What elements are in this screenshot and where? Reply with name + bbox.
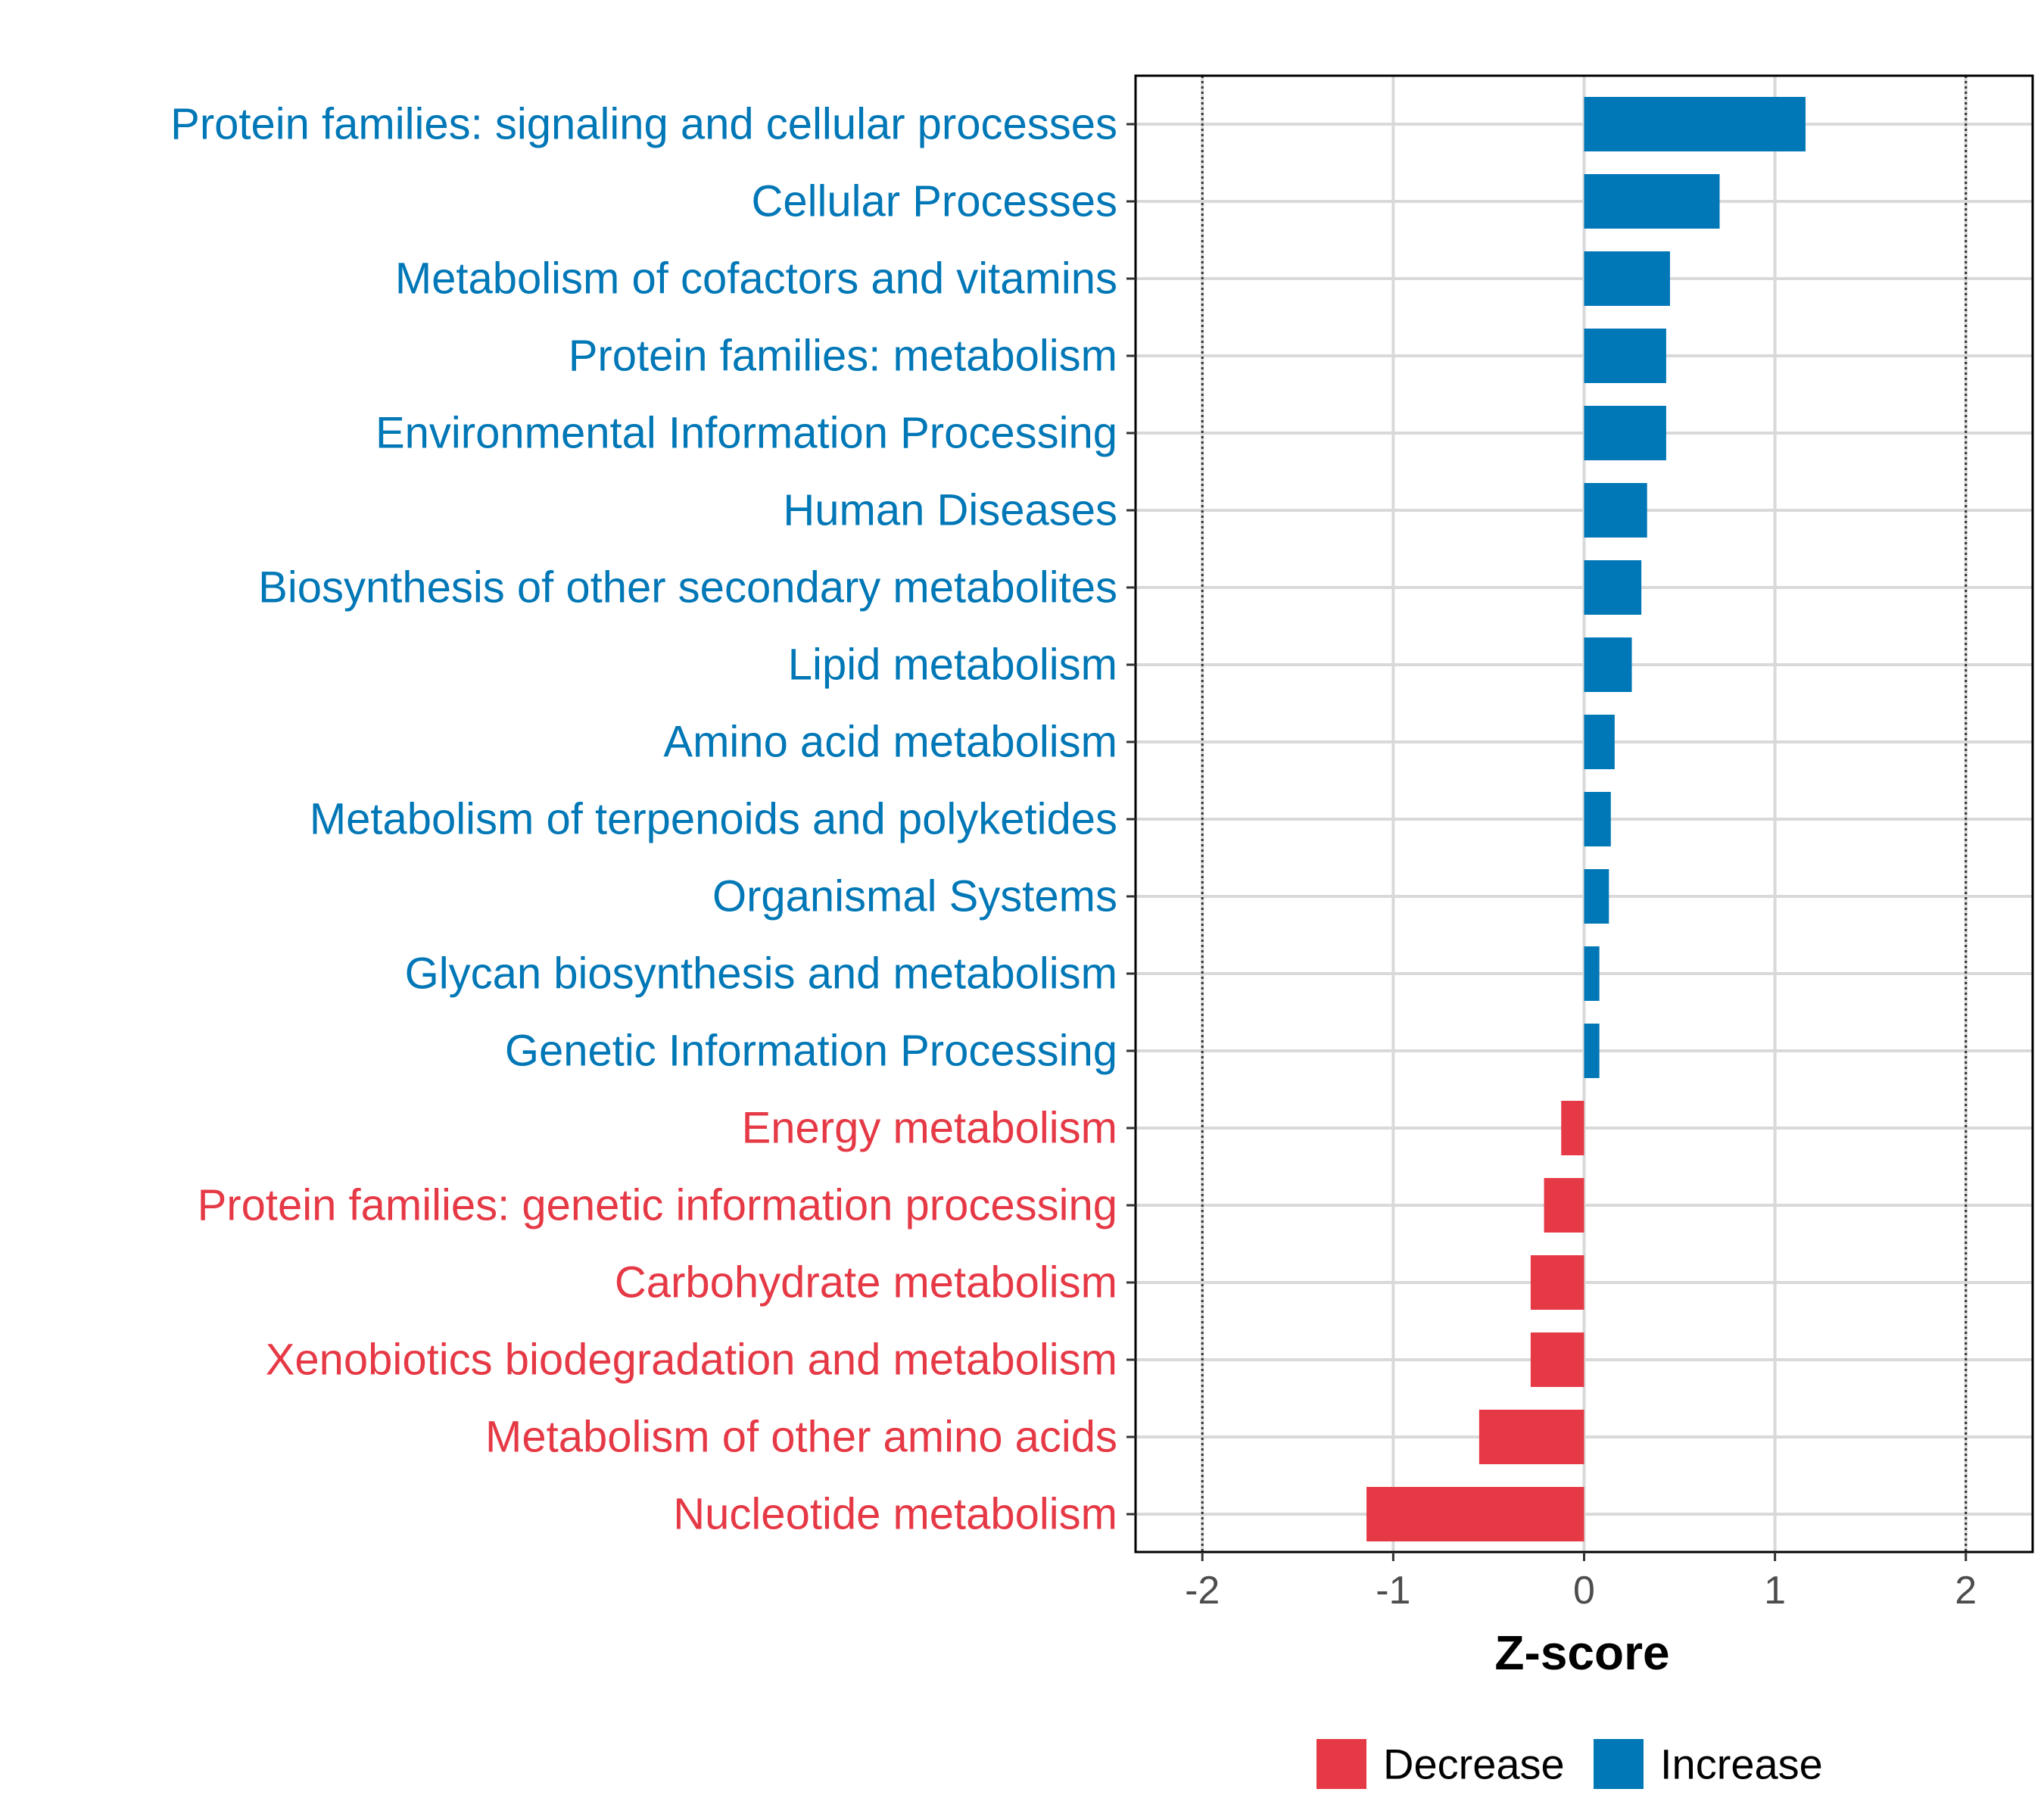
bar xyxy=(1584,406,1666,460)
category-label: Carbohydrate metabolism xyxy=(615,1258,1117,1307)
bar xyxy=(1584,715,1615,769)
category-label: Lipid metabolism xyxy=(788,640,1117,690)
bar xyxy=(1584,869,1609,924)
x-axis-tick-labels: -2 -1 0 1 2 xyxy=(1185,1569,1977,1613)
category-label: Protein families: genetic information pr… xyxy=(198,1181,1117,1230)
reference-lines xyxy=(1201,76,1968,1552)
bar xyxy=(1530,1255,1584,1310)
bar xyxy=(1584,637,1632,692)
category-label: Organismal Systems xyxy=(712,872,1117,921)
x-axis-title: Z-score xyxy=(1494,1625,1669,1680)
bar xyxy=(1584,946,1600,1001)
category-label: Amino acid metabolism xyxy=(663,718,1117,767)
category-label: Metabolism of terpenoids and polyketides xyxy=(310,795,1117,844)
bar xyxy=(1561,1101,1584,1155)
legend-label: Increase xyxy=(1660,1741,1823,1788)
bar xyxy=(1584,1024,1600,1078)
category-label: Protein families: metabolism xyxy=(569,332,1117,381)
bar xyxy=(1584,329,1666,383)
category-label: Genetic Information Processing xyxy=(505,1027,1117,1076)
bar xyxy=(1584,251,1670,306)
category-label: Glycan biosynthesis and metabolism xyxy=(405,949,1117,999)
bars xyxy=(1366,97,1806,1541)
category-label: Cellular Processes xyxy=(751,177,1117,226)
y-axis-ticks xyxy=(1126,123,1136,1516)
legend-swatch xyxy=(1316,1739,1366,1789)
legend: Decrease Increase xyxy=(1316,1739,1823,1789)
x-tick-label: 1 xyxy=(1764,1569,1786,1613)
bar xyxy=(1584,483,1647,538)
category-label: Human Diseases xyxy=(783,486,1117,535)
bar xyxy=(1584,792,1611,846)
bar xyxy=(1584,174,1720,229)
x-tick-label: 0 xyxy=(1573,1569,1595,1613)
bar xyxy=(1584,560,1642,615)
category-label: Metabolism of cofactors and vitamins xyxy=(395,254,1117,304)
x-tick-label: -1 xyxy=(1376,1569,1410,1613)
x-tick-label: 2 xyxy=(1955,1569,1977,1613)
bar xyxy=(1544,1178,1584,1233)
bar xyxy=(1366,1487,1584,1541)
bar xyxy=(1530,1332,1584,1387)
category-label: Protein families: signaling and cellular… xyxy=(170,100,1117,149)
bar xyxy=(1478,1410,1584,1464)
bar xyxy=(1584,97,1806,151)
category-label: Xenobiotics biodegradation and metabolis… xyxy=(266,1335,1117,1385)
category-label: Nucleotide metabolism xyxy=(673,1490,1117,1539)
legend-swatch xyxy=(1594,1739,1644,1789)
x-tick-label: -2 xyxy=(1185,1569,1220,1613)
x-axis-ticks xyxy=(1201,1552,1968,1561)
category-label: Biosynthesis of other secondary metaboli… xyxy=(258,563,1117,612)
category-label: Energy metabolism xyxy=(742,1104,1117,1153)
legend-label: Decrease xyxy=(1383,1741,1565,1788)
category-label: Environmental Information Processing xyxy=(375,409,1117,458)
y-axis-category-labels: Protein families: signaling and cellular… xyxy=(170,100,1117,1539)
category-label: Metabolism of other amino acids xyxy=(485,1413,1117,1462)
